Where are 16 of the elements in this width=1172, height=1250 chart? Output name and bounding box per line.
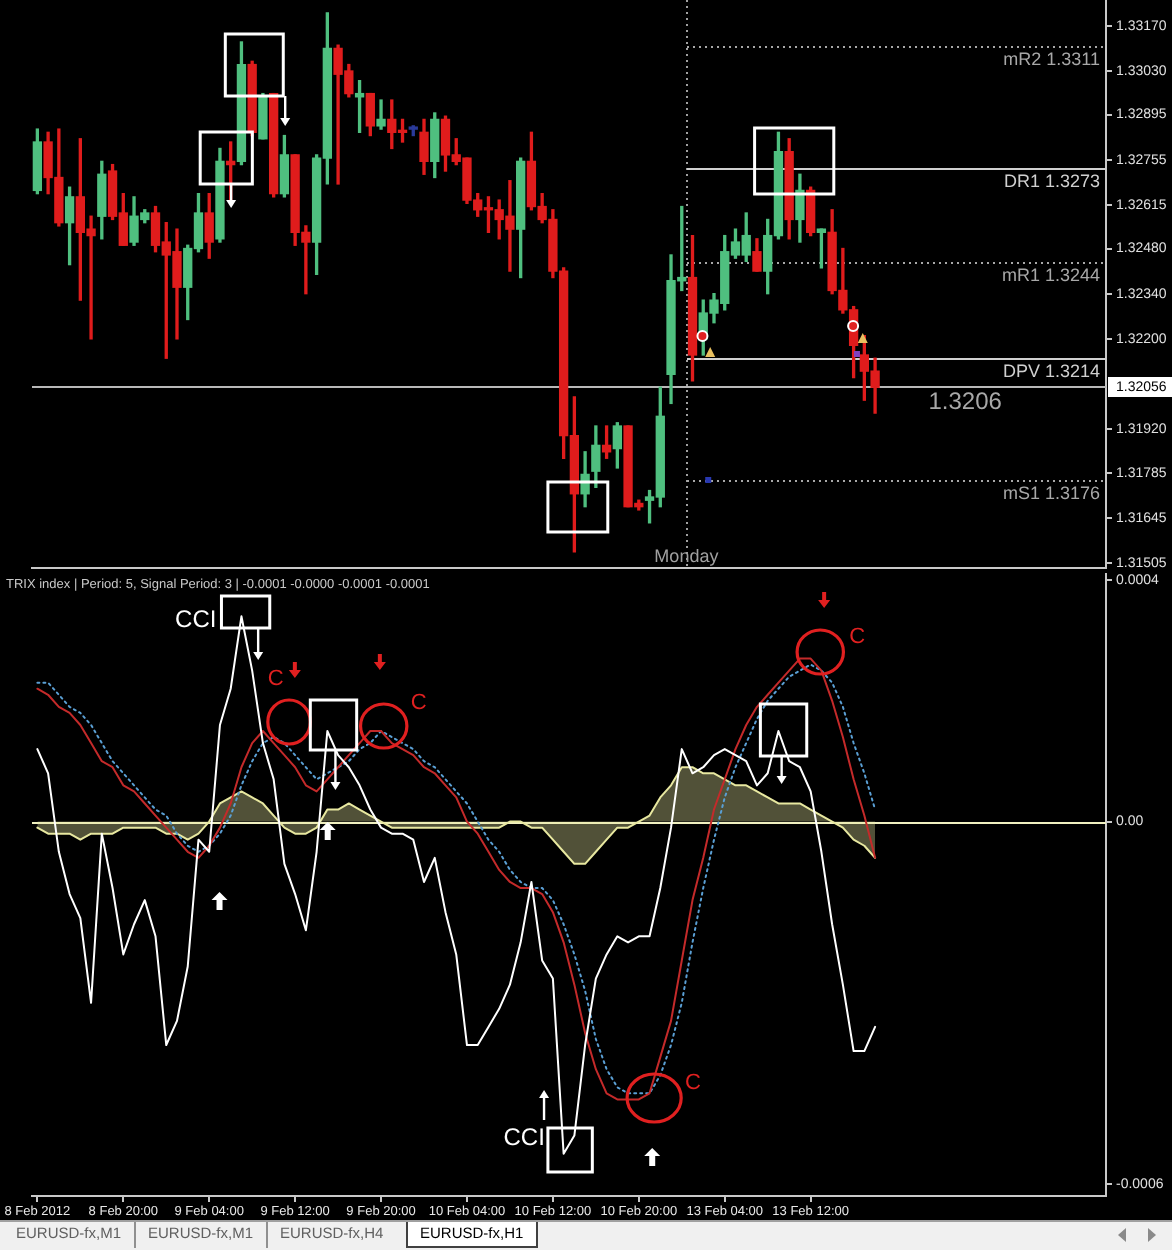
ref-line-label: mS1 1.3176: [1002, 482, 1100, 503]
annotation: C: [849, 625, 866, 650]
annotation: CCI: [175, 604, 217, 633]
right-arrow-icon[interactable]: [1148, 1228, 1156, 1242]
annotation: Monday: [654, 545, 720, 566]
left-arrow-icon[interactable]: [1118, 1228, 1126, 1242]
annotation: C: [685, 1071, 702, 1096]
annotation: C: [267, 667, 284, 692]
annotation: C: [410, 691, 427, 716]
ref-line-label: DR1 1.3273: [1003, 170, 1100, 191]
candlestick: [376, 99, 386, 130]
annotation: 1.3206: [928, 386, 1003, 415]
annotation: CCI: [503, 1122, 545, 1151]
ref-line-label: mR2 1.3311: [1003, 48, 1100, 69]
ref-line-label: mR1 1.3244: [1001, 264, 1100, 285]
ref-line-label: DPV 1.3214: [1002, 360, 1100, 381]
